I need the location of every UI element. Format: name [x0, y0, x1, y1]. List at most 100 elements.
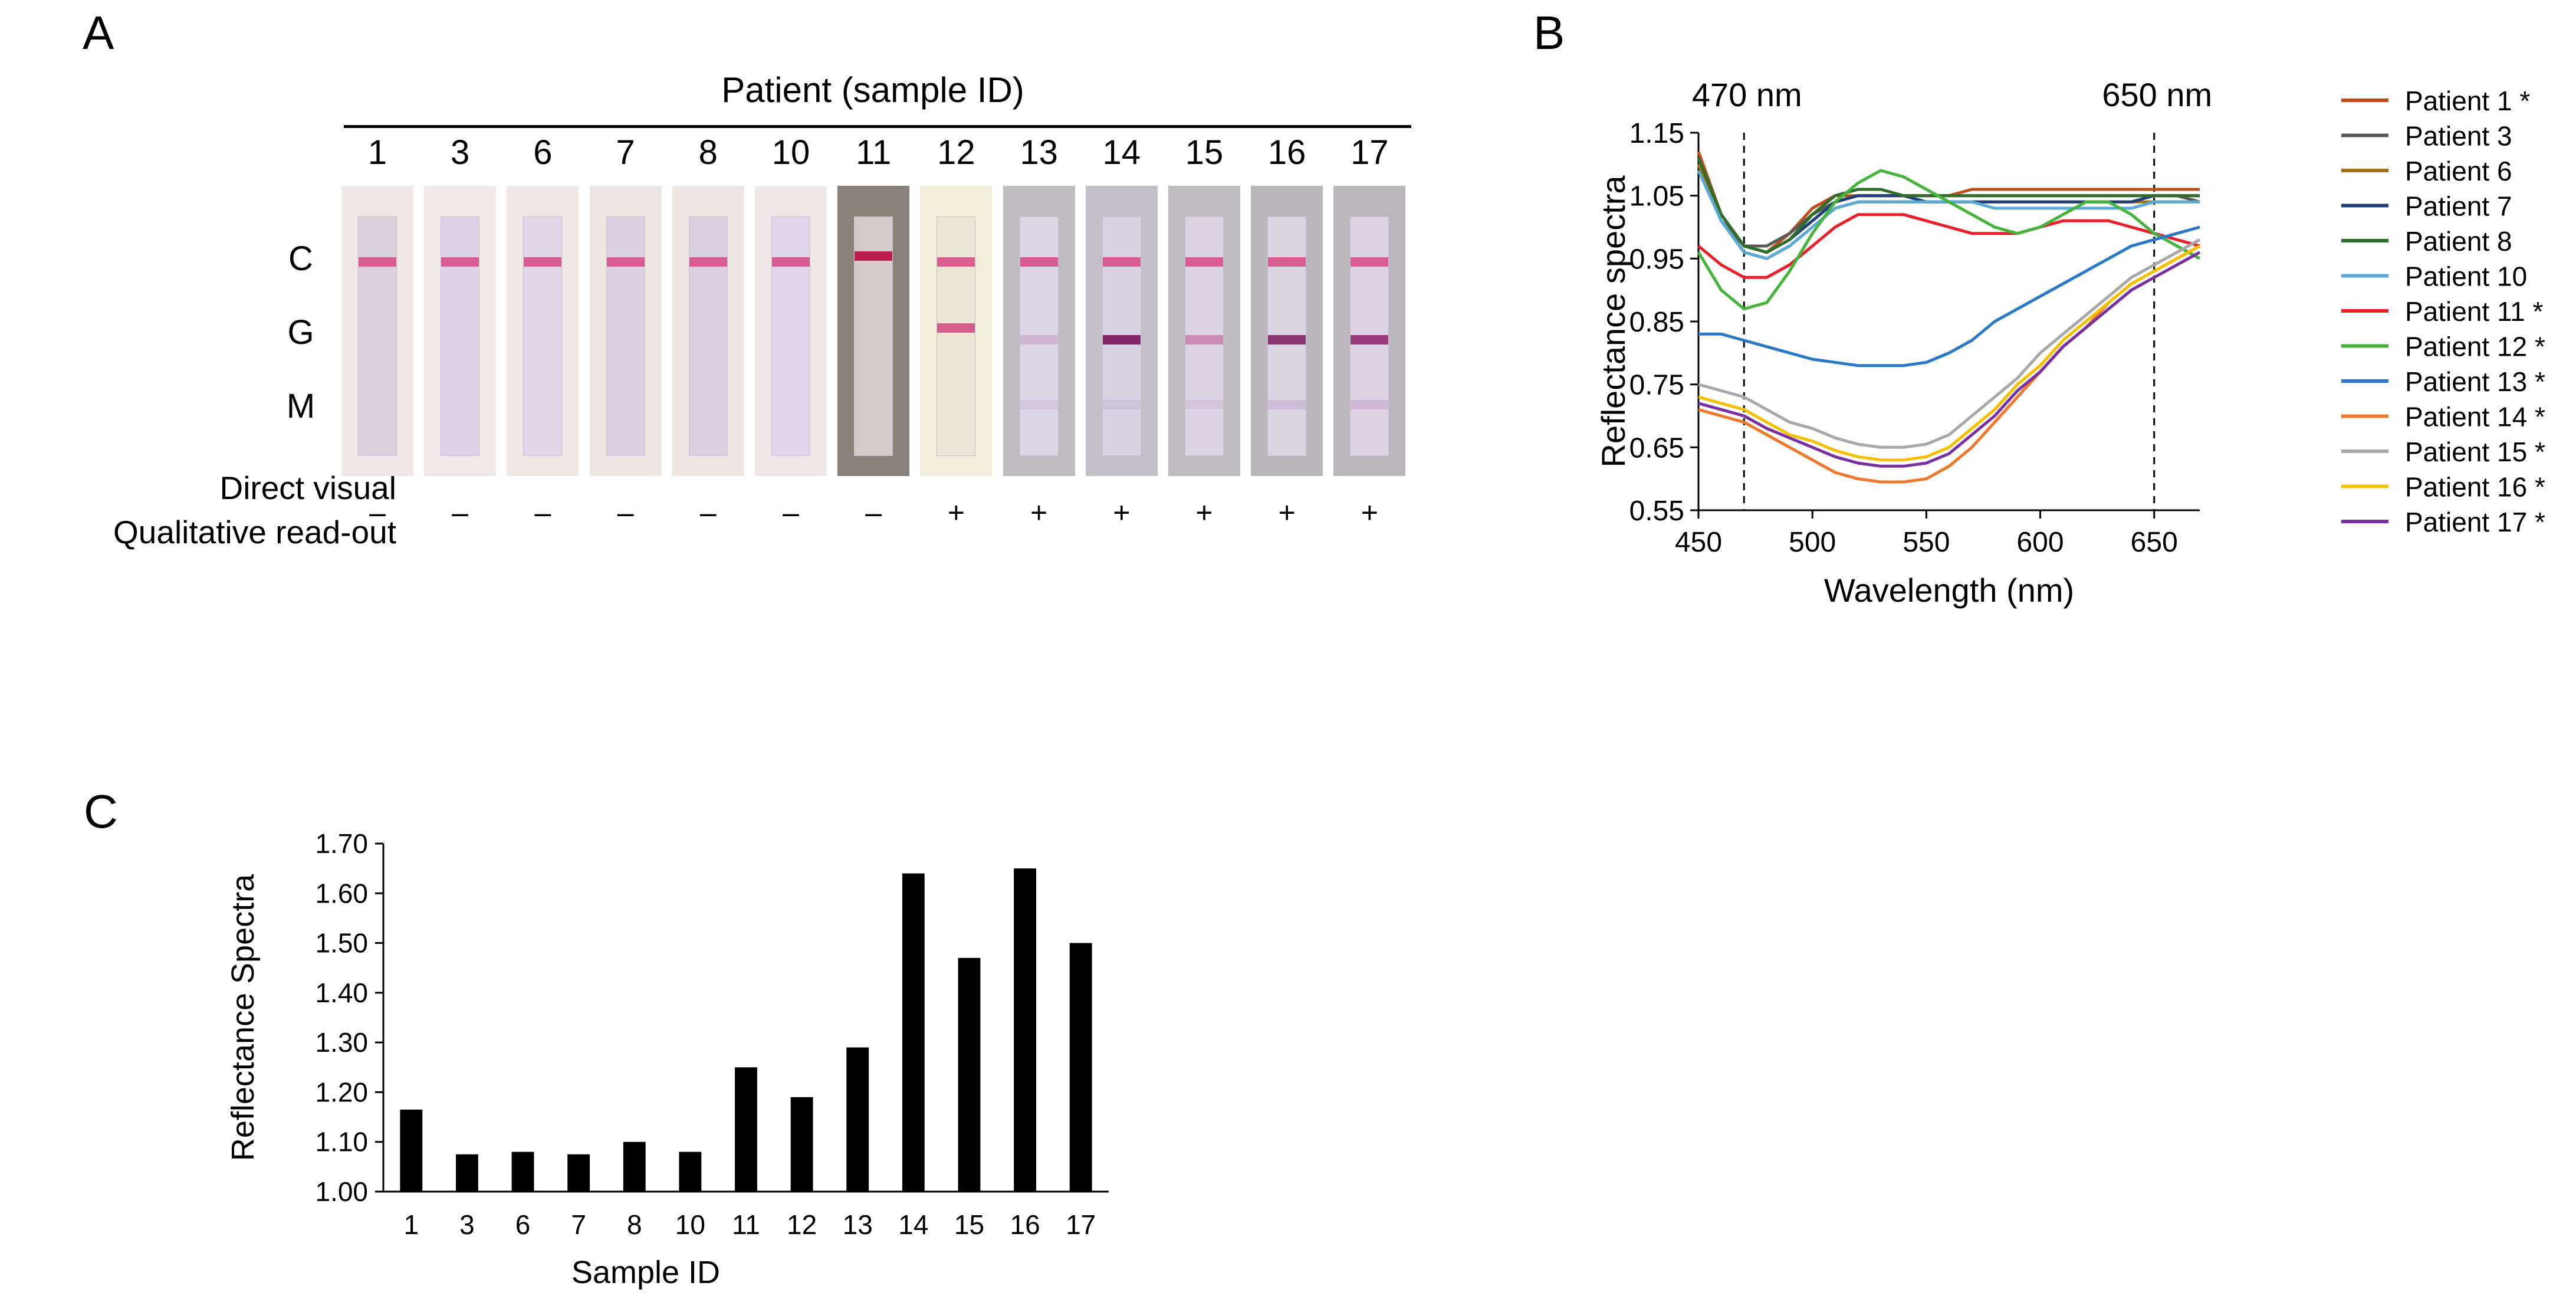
panel-letter-a: A — [83, 6, 114, 59]
sample-id-label: 6 — [533, 133, 553, 172]
strip-window — [441, 216, 480, 456]
series-line — [1698, 225, 2200, 368]
control-band — [524, 257, 562, 267]
readout-sign: + — [1195, 496, 1213, 529]
sample-id-label: 1 — [367, 133, 387, 172]
readout-sign: – — [783, 496, 799, 529]
test-strip — [1003, 186, 1075, 476]
y-tick-label: 1.60 — [315, 878, 368, 908]
x-tick-label: 6 — [515, 1209, 531, 1240]
test-strip — [755, 186, 827, 476]
strip-window — [854, 216, 893, 456]
bar — [623, 1141, 646, 1192]
readout-sign: – — [699, 496, 717, 529]
x-tick-label: 3 — [459, 1209, 475, 1240]
strip-window — [1185, 216, 1224, 456]
y-tick-label: 0.95 — [1629, 244, 1684, 275]
strip-window — [1350, 216, 1389, 456]
control-band — [1185, 257, 1223, 267]
igg-band — [1351, 335, 1389, 345]
series-line — [1697, 163, 2200, 248]
readout-sign: – — [865, 496, 882, 529]
x-tick-label: 11 — [732, 1209, 760, 1240]
legend-label: Patient 12 * — [2405, 332, 2545, 362]
control-band — [855, 251, 893, 261]
x-tick-label: 16 — [1010, 1209, 1040, 1240]
x-tick-label: 650 — [2131, 527, 2178, 558]
control-band — [1268, 257, 1306, 267]
series-line — [1697, 213, 2200, 279]
legend-label: Patient 6 — [2405, 156, 2512, 186]
x-tick-label: 13 — [843, 1209, 873, 1240]
legend-label: Patient 10 — [2405, 261, 2527, 292]
reflectance-line-chart: 0.55 0.65 0.75 0.85 0.95 1.05 1.15 450 500 550 600… — [1595, 76, 2545, 609]
control-band — [937, 257, 975, 267]
sample-id-label: 8 — [698, 133, 718, 172]
readout-sign: + — [1278, 496, 1296, 529]
sample-id-label: 16 — [1267, 133, 1306, 172]
x-tick-label: 450 — [1675, 527, 1722, 558]
y-tick-label: 1.30 — [315, 1027, 368, 1058]
x-tick-label: 14 — [898, 1209, 928, 1240]
y-tick-label: 1.10 — [315, 1127, 368, 1157]
igm-band — [1102, 400, 1141, 409]
panel-letter-b: B — [1533, 6, 1565, 59]
legend-label: Patient 1 * — [2405, 86, 2530, 116]
igg-band — [937, 323, 975, 333]
strip-window — [937, 216, 976, 456]
test-strip — [1333, 186, 1406, 476]
panel-a-title: Patient (sample ID) — [721, 70, 1024, 110]
x-tick-label: 500 — [1789, 527, 1836, 558]
legend-label: Patient 15 * — [2405, 437, 2545, 467]
legend-label: Patient 13 * — [2405, 366, 2545, 397]
bar — [1069, 943, 1092, 1192]
band-label-g: G — [287, 313, 314, 352]
x-axis-title: Sample ID — [571, 1255, 720, 1290]
control-band — [689, 257, 727, 267]
x-tick-label: 8 — [627, 1209, 642, 1240]
control-band — [1020, 257, 1058, 267]
test-strip — [672, 186, 744, 476]
sample-id-label: 13 — [1020, 133, 1058, 172]
readout-sign: + — [1030, 496, 1048, 529]
series-line — [1697, 157, 2200, 254]
x-axis-title: Wavelength (nm) — [1824, 572, 2074, 609]
sample-id-label: 14 — [1102, 133, 1141, 172]
test-strip — [1085, 186, 1158, 476]
legend-label: Patient 16 * — [2405, 472, 2545, 503]
control-band — [1351, 257, 1389, 267]
control-band — [606, 257, 645, 267]
bar — [958, 957, 981, 1192]
test-strip — [1251, 186, 1323, 476]
legend-label: Patient 8 — [2405, 226, 2512, 257]
igm-band — [1185, 400, 1223, 409]
y-tick-label: 0.85 — [1629, 307, 1684, 338]
control-band — [772, 257, 810, 267]
readout-sign: – — [617, 496, 634, 529]
x-tick-label: 15 — [954, 1209, 984, 1240]
bar — [567, 1154, 590, 1192]
igm-band — [1351, 400, 1389, 409]
sample-id-label: 3 — [451, 133, 470, 172]
test-strip — [1168, 186, 1240, 476]
bar — [1014, 868, 1036, 1192]
y-tick-label: 1.05 — [1629, 181, 1684, 212]
row-label-qualitative: Qualitative read-out — [113, 514, 396, 550]
sample-id-label: 15 — [1185, 133, 1224, 172]
panel-letter-c: C — [84, 785, 118, 838]
readout-sign: – — [369, 496, 386, 529]
legend-label: Patient 11 * — [2405, 296, 2544, 327]
test-strip — [507, 186, 579, 476]
wavelength-marker-label: 650 nm — [2102, 76, 2212, 113]
legend-label: Patient 17 * — [2405, 507, 2545, 537]
sample-id-label: 10 — [771, 133, 810, 172]
igg-band — [1185, 335, 1223, 345]
bar — [400, 1109, 423, 1192]
strip-window — [688, 216, 728, 456]
test-strip — [920, 186, 993, 476]
x-tick-label: 550 — [1903, 527, 1950, 558]
bar — [511, 1151, 534, 1192]
x-tick-label: 1 — [404, 1209, 419, 1240]
series-line — [1698, 244, 2201, 462]
y-axis-title: Reflectance Spectra — [225, 874, 261, 1161]
